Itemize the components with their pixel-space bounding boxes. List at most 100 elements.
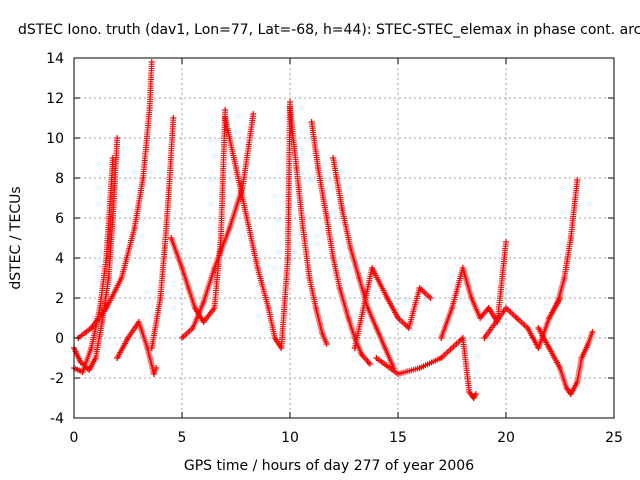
data-point-arc-1 xyxy=(105,275,112,281)
data-point-arc-8 xyxy=(233,165,239,171)
data-point-arc-15 xyxy=(535,345,542,351)
data-point-arc-5 xyxy=(157,295,164,301)
data-point-arc-15 xyxy=(524,325,531,331)
y-tick-label: 6 xyxy=(55,211,64,227)
data-point-arc-12 xyxy=(351,345,358,351)
data-point-arc-17 xyxy=(554,299,561,305)
data-point-arc-6 xyxy=(168,235,175,241)
data-point-arc-4 xyxy=(114,355,121,361)
data-point-arc-13 xyxy=(466,389,473,395)
data-point-arc-13 xyxy=(459,335,466,341)
data-point-arc-16 xyxy=(589,329,596,335)
data-point-arc-3 xyxy=(148,59,155,65)
data-point-arc-6 xyxy=(200,319,207,325)
data-point-arc-5 xyxy=(166,185,173,191)
data-point-arc-13 xyxy=(470,395,477,401)
data-point-arc-12 xyxy=(369,265,376,271)
data-point-arc-3 xyxy=(140,175,147,181)
data-point-arc-10 xyxy=(330,255,337,261)
y-tick-label: -2 xyxy=(50,371,64,387)
data-point-arc-16 xyxy=(574,379,581,385)
data-point-arc-9 xyxy=(306,275,313,281)
data-point-arc-2 xyxy=(79,369,86,375)
data-point-arc-8 xyxy=(243,215,250,221)
y-tick-label: 14 xyxy=(46,51,64,67)
plot-frame xyxy=(73,57,615,419)
y-tick-label: 12 xyxy=(46,91,64,107)
data-point-arc-7 xyxy=(211,265,218,271)
x-tick-label: 20 xyxy=(497,430,515,446)
data-point-arc-6 xyxy=(211,305,218,311)
data-point-arc-7 xyxy=(239,185,246,191)
data-point-arc-8 xyxy=(278,345,285,351)
data-point-arc-2 xyxy=(103,255,110,261)
data-point-arc-13 xyxy=(472,391,479,397)
x-axis-label: GPS time / hours of day 277 of year 2006 xyxy=(184,458,474,474)
data-point-arc-14 xyxy=(485,305,492,311)
data-point-arc-3 xyxy=(103,305,110,311)
x-tick-label: 15 xyxy=(389,430,407,446)
data-point-arc-11 xyxy=(330,155,337,161)
data-point-arc-10 xyxy=(308,119,315,125)
data-point-arc-14 xyxy=(468,295,475,301)
x-tick-label: 25 xyxy=(605,430,623,446)
data-point-arc-3 xyxy=(131,225,138,231)
data-point-arc-11 xyxy=(382,345,389,351)
data-point-arc-6 xyxy=(185,285,192,291)
data-point-arc-4 xyxy=(135,319,142,325)
data-point-arc-2 xyxy=(88,345,95,351)
data-point-arc-8 xyxy=(284,255,291,261)
data-point-arc-16 xyxy=(578,355,585,361)
series-markers xyxy=(71,61,595,401)
data-point-arc-17 xyxy=(561,275,568,281)
data-point-arc-15 xyxy=(503,305,509,311)
y-tick-label: 2 xyxy=(55,291,64,307)
data-point-arc-11 xyxy=(373,325,380,331)
data-point-arc-8 xyxy=(254,265,261,271)
data-point-arc-1 xyxy=(109,215,116,221)
data-point-arc-17 xyxy=(546,315,553,321)
data-point-arc-4 xyxy=(125,335,131,341)
data-point-arc-4 xyxy=(153,365,160,371)
data-point-arc-16 xyxy=(567,391,574,397)
data-point-arc-16 xyxy=(535,325,542,331)
data-point-arc-3 xyxy=(118,275,125,281)
data-point-arc-11 xyxy=(364,305,371,311)
data-point-arc-3 xyxy=(146,105,153,111)
y-tick-label: 10 xyxy=(46,131,64,147)
x-tick-label: 0 xyxy=(70,430,79,446)
y-axis-label: dSTEC / TECUs xyxy=(8,186,24,289)
data-point-arc-4 xyxy=(150,371,157,377)
data-point-arc-15 xyxy=(481,335,488,341)
data-point-arc-12 xyxy=(405,325,412,331)
data-point-arc-14 xyxy=(477,315,484,321)
data-point-arc-16 xyxy=(557,365,563,371)
data-point-arc-3 xyxy=(88,325,95,331)
data-point-arc-13 xyxy=(373,355,380,361)
data-point-arc-8 xyxy=(265,305,272,311)
data-point-arc-13 xyxy=(416,365,423,371)
grid xyxy=(74,58,614,418)
data-point-arc-8 xyxy=(287,99,293,105)
data-point-arc-10 xyxy=(323,215,330,221)
data-point-arc-1 xyxy=(92,355,99,361)
data-point-arc-14 xyxy=(449,305,455,311)
data-point-arc-11 xyxy=(338,205,345,211)
data-point-arc-12 xyxy=(427,295,434,301)
data-point-arc-10 xyxy=(366,361,373,367)
y-tick-label: 0 xyxy=(55,331,64,347)
data-point-arc-6 xyxy=(217,235,224,241)
data-point-arc-15 xyxy=(557,295,563,301)
data-point-arc-9 xyxy=(299,225,306,231)
data-point-arc-7 xyxy=(226,225,233,231)
data-point-arc-12 xyxy=(416,285,423,291)
x-tick-label: 5 xyxy=(178,430,187,446)
data-point-arc-12 xyxy=(395,315,401,321)
data-point-arc-10 xyxy=(345,315,352,321)
data-point-arc-14 xyxy=(503,239,509,245)
y-tick-label: 8 xyxy=(55,171,64,187)
data-point-arc-16 xyxy=(585,341,592,347)
data-point-arc-14 xyxy=(438,335,445,341)
data-point-arc-11 xyxy=(347,245,354,251)
